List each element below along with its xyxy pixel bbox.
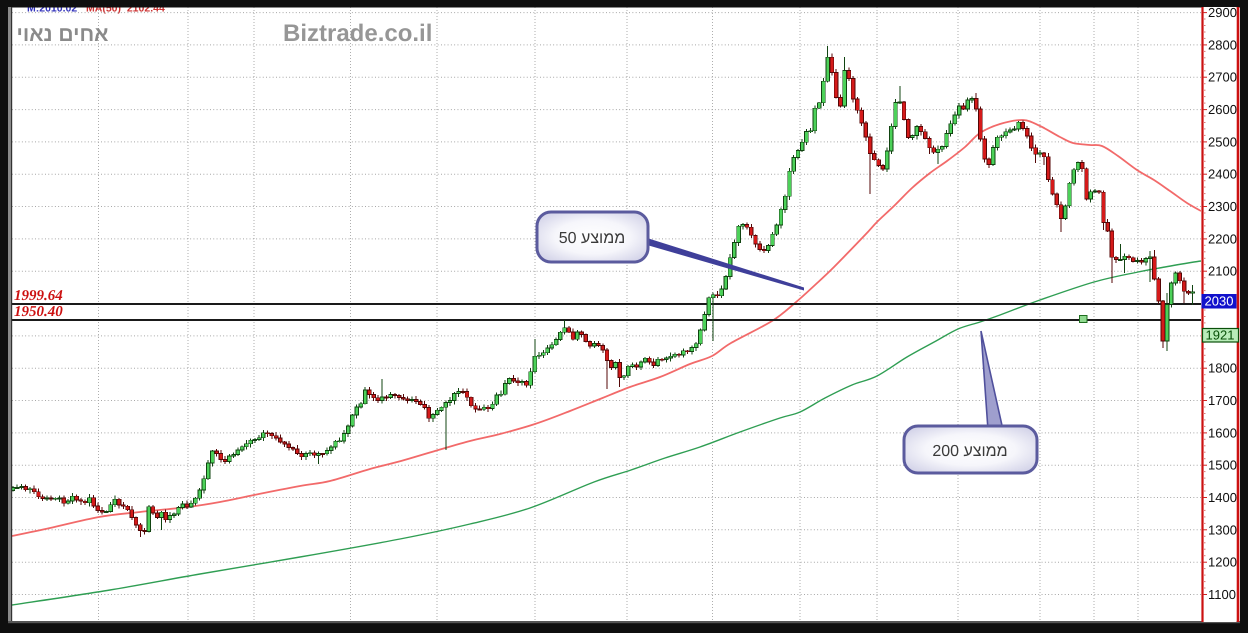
svg-text:1800: 1800 <box>1208 361 1237 376</box>
svg-text:2300: 2300 <box>1208 199 1237 214</box>
svg-text:1200: 1200 <box>1208 555 1237 570</box>
svg-text:אחים נאוי: אחים נאוי <box>17 23 109 46</box>
svg-text:Biztrade.co.il: Biztrade.co.il <box>283 20 432 47</box>
svg-text:ממוצע 200: ממוצע 200 <box>932 443 1007 460</box>
svg-text:1600: 1600 <box>1208 425 1237 440</box>
svg-text:2100: 2100 <box>1208 264 1237 279</box>
svg-text:2900: 2900 <box>1208 5 1237 20</box>
svg-text:1999.64: 1999.64 <box>14 288 63 304</box>
svg-text:2400: 2400 <box>1208 167 1237 182</box>
svg-text:2600: 2600 <box>1208 102 1237 117</box>
svg-text:1950.40: 1950.40 <box>14 304 63 320</box>
svg-text:2700: 2700 <box>1208 70 1237 85</box>
svg-text:2500: 2500 <box>1208 134 1237 149</box>
svg-text:ממוצע 50: ממוצע 50 <box>559 230 625 247</box>
svg-text:1100: 1100 <box>1208 587 1236 602</box>
svg-text:2800: 2800 <box>1208 37 1237 52</box>
svg-text:1500: 1500 <box>1208 458 1237 473</box>
svg-text:2200: 2200 <box>1208 231 1237 246</box>
svg-text:1400: 1400 <box>1208 490 1237 505</box>
svg-text:1700: 1700 <box>1208 393 1237 408</box>
svg-text:1300: 1300 <box>1208 522 1237 537</box>
svg-text:2030: 2030 <box>1205 294 1234 309</box>
svg-text:1921: 1921 <box>1206 328 1235 343</box>
